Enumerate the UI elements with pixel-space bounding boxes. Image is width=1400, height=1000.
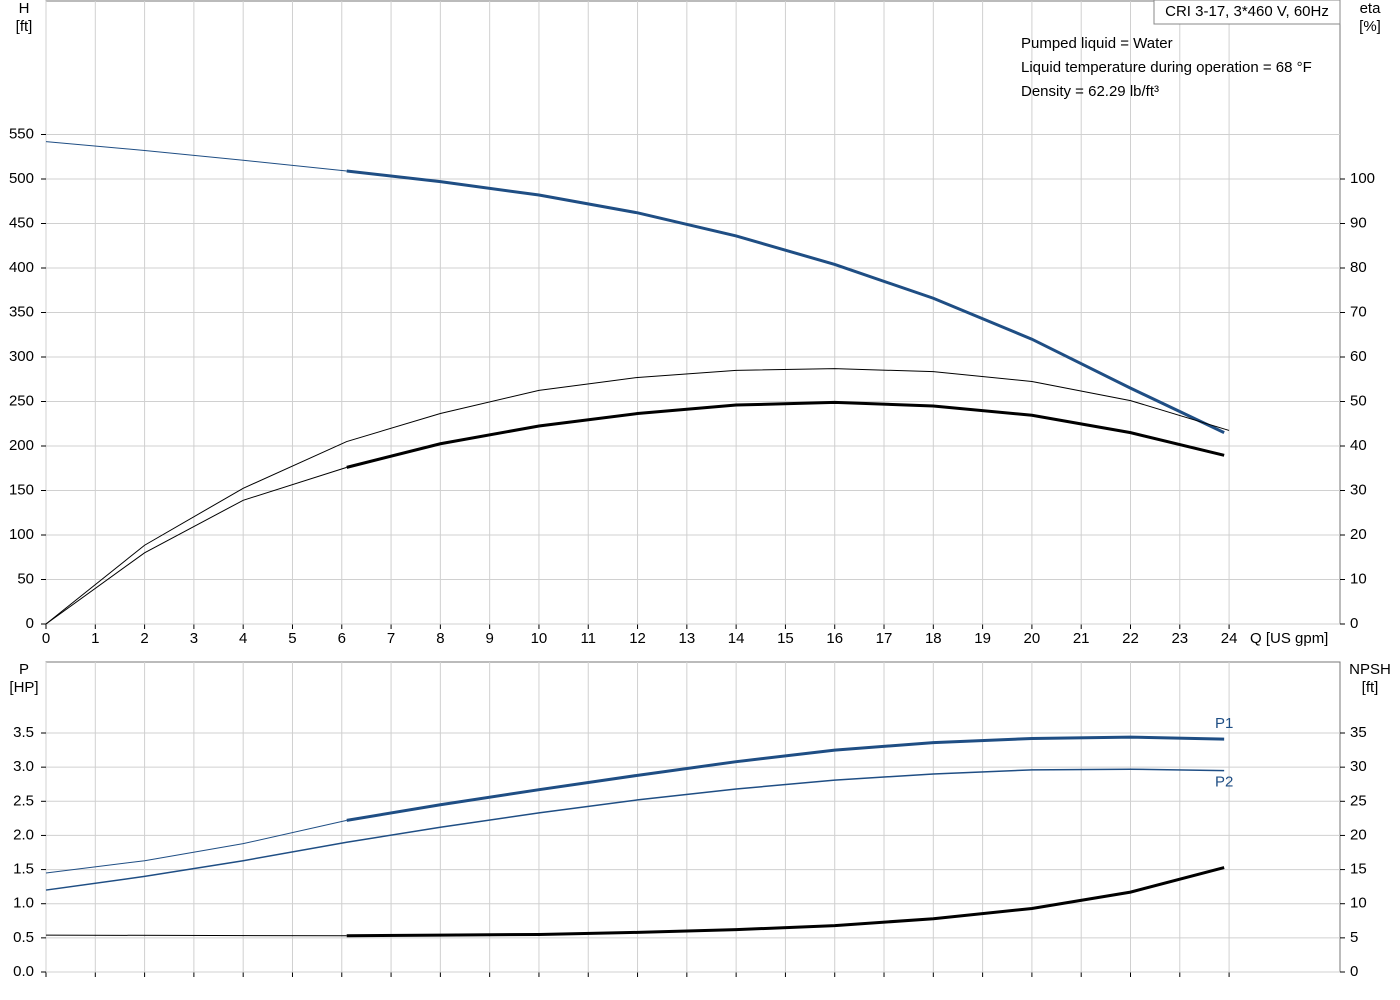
y-axis-label: H xyxy=(19,0,30,17)
x-tick-label: 15 xyxy=(777,630,794,647)
series-line xyxy=(45,141,347,172)
y2-tick-label: 5 xyxy=(1350,929,1358,946)
y2-tick-label: 20 xyxy=(1350,526,1367,543)
x-tick-label: 7 xyxy=(387,630,395,647)
series-line xyxy=(45,368,1230,625)
x-tick-label: 9 xyxy=(485,630,493,647)
x-tick-label: 12 xyxy=(629,630,646,647)
y2-axis-unit: [%] xyxy=(1359,18,1381,35)
title-box xyxy=(1153,0,1341,25)
y-tick-label: 3.5 xyxy=(13,724,34,741)
y-tick-label: 200 xyxy=(9,437,34,454)
annotation: Pumped liquid = Water xyxy=(1021,35,1173,52)
x-tick-label: 16 xyxy=(826,630,843,647)
x-tick-label: 8 xyxy=(436,630,444,647)
y-tick-label: 100 xyxy=(9,526,34,543)
y2-tick-label: 70 xyxy=(1350,303,1367,320)
y-tick-label: 3.0 xyxy=(13,758,34,775)
x-axis-label: Q [US gpm] xyxy=(1250,630,1328,647)
series-line xyxy=(346,866,1225,938)
x-tick-label: 0 xyxy=(42,630,50,647)
x-tick-label: 2 xyxy=(140,630,148,647)
y2-axis-unit: [ft] xyxy=(1362,679,1379,696)
y-tick-label: 50 xyxy=(17,570,34,587)
y2-tick-label: 35 xyxy=(1350,724,1367,741)
x-tick-label: 11 xyxy=(580,630,596,647)
y-tick-label: 1.5 xyxy=(13,861,34,878)
x-tick-label: 3 xyxy=(190,630,198,647)
y2-tick-label: 0 xyxy=(1350,963,1358,980)
y-tick-label: 550 xyxy=(9,125,34,142)
series-line xyxy=(45,466,347,625)
y2-tick-label: 60 xyxy=(1350,348,1367,365)
annotation: Liquid temperature during operation = 68… xyxy=(1021,59,1312,76)
y2-tick-label: 20 xyxy=(1350,826,1367,843)
y-axis-unit: [HP] xyxy=(9,679,38,696)
y-tick-label: 400 xyxy=(9,259,34,276)
annotation: Density = 62.29 lb/ft³ xyxy=(1021,83,1159,100)
y2-tick-label: 15 xyxy=(1350,861,1367,878)
y2-axis-label: NPSH xyxy=(1349,661,1391,678)
y2-tick-label: 100 xyxy=(1350,170,1375,187)
series-line xyxy=(346,400,1225,469)
y-axis-label: P xyxy=(19,661,29,678)
y-axis-unit: [ft] xyxy=(16,18,33,35)
y2-tick-label: 30 xyxy=(1350,481,1367,498)
y-tick-label: 150 xyxy=(9,481,34,498)
y2-tick-label: 50 xyxy=(1350,392,1367,409)
x-tick-label: 20 xyxy=(1024,630,1041,647)
y-tick-label: 2.5 xyxy=(13,792,34,809)
series-line xyxy=(45,934,347,937)
series-line xyxy=(346,169,1225,435)
chart-title: CRI 3-17, 3*460 V, 60Hz xyxy=(1165,3,1329,20)
x-tick-label: 23 xyxy=(1171,630,1188,647)
x-tick-label: 14 xyxy=(728,630,745,647)
y-tick-label: 0.0 xyxy=(13,963,34,980)
x-tick-label: 5 xyxy=(288,630,296,647)
y-tick-label: 1.0 xyxy=(13,895,34,912)
y2-tick-label: 80 xyxy=(1350,259,1367,276)
x-tick-label: 10 xyxy=(531,630,548,647)
y2-tick-label: 10 xyxy=(1350,570,1367,587)
x-tick-label: 18 xyxy=(925,630,942,647)
y2-tick-label: 90 xyxy=(1350,214,1367,231)
x-tick-label: 21 xyxy=(1073,630,1090,647)
series-line xyxy=(45,768,1225,891)
y2-axis-label: eta xyxy=(1360,0,1382,17)
x-tick-label: 19 xyxy=(974,630,991,647)
y2-tick-label: 25 xyxy=(1350,792,1367,809)
x-tick-label: 22 xyxy=(1122,630,1139,647)
x-tick-label: 6 xyxy=(338,630,346,647)
y2-tick-label: 40 xyxy=(1350,437,1367,454)
plot-frame xyxy=(45,661,1341,973)
x-tick-label: 17 xyxy=(876,630,893,647)
series-label: P2 xyxy=(1215,774,1233,791)
y-tick-label: 350 xyxy=(9,303,34,320)
y-tick-label: 2.0 xyxy=(13,826,34,843)
x-tick-label: 1 xyxy=(91,630,99,647)
y2-tick-label: 30 xyxy=(1350,758,1367,775)
y-tick-label: 300 xyxy=(9,348,34,365)
x-tick-label: 13 xyxy=(678,630,695,647)
series-line xyxy=(45,819,347,874)
y2-tick-label: 10 xyxy=(1350,895,1367,912)
y-tick-label: 500 xyxy=(9,170,34,187)
x-tick-label: 24 xyxy=(1221,630,1238,647)
series-label: P1 xyxy=(1215,715,1233,732)
x-tick-label: 4 xyxy=(239,630,247,647)
y-tick-label: 250 xyxy=(9,392,34,409)
y-tick-label: 0.5 xyxy=(13,929,34,946)
y-tick-label: 450 xyxy=(9,214,34,231)
y-tick-label: 0 xyxy=(26,615,34,632)
series-line xyxy=(346,735,1225,822)
y2-tick-label: 0 xyxy=(1350,615,1358,632)
